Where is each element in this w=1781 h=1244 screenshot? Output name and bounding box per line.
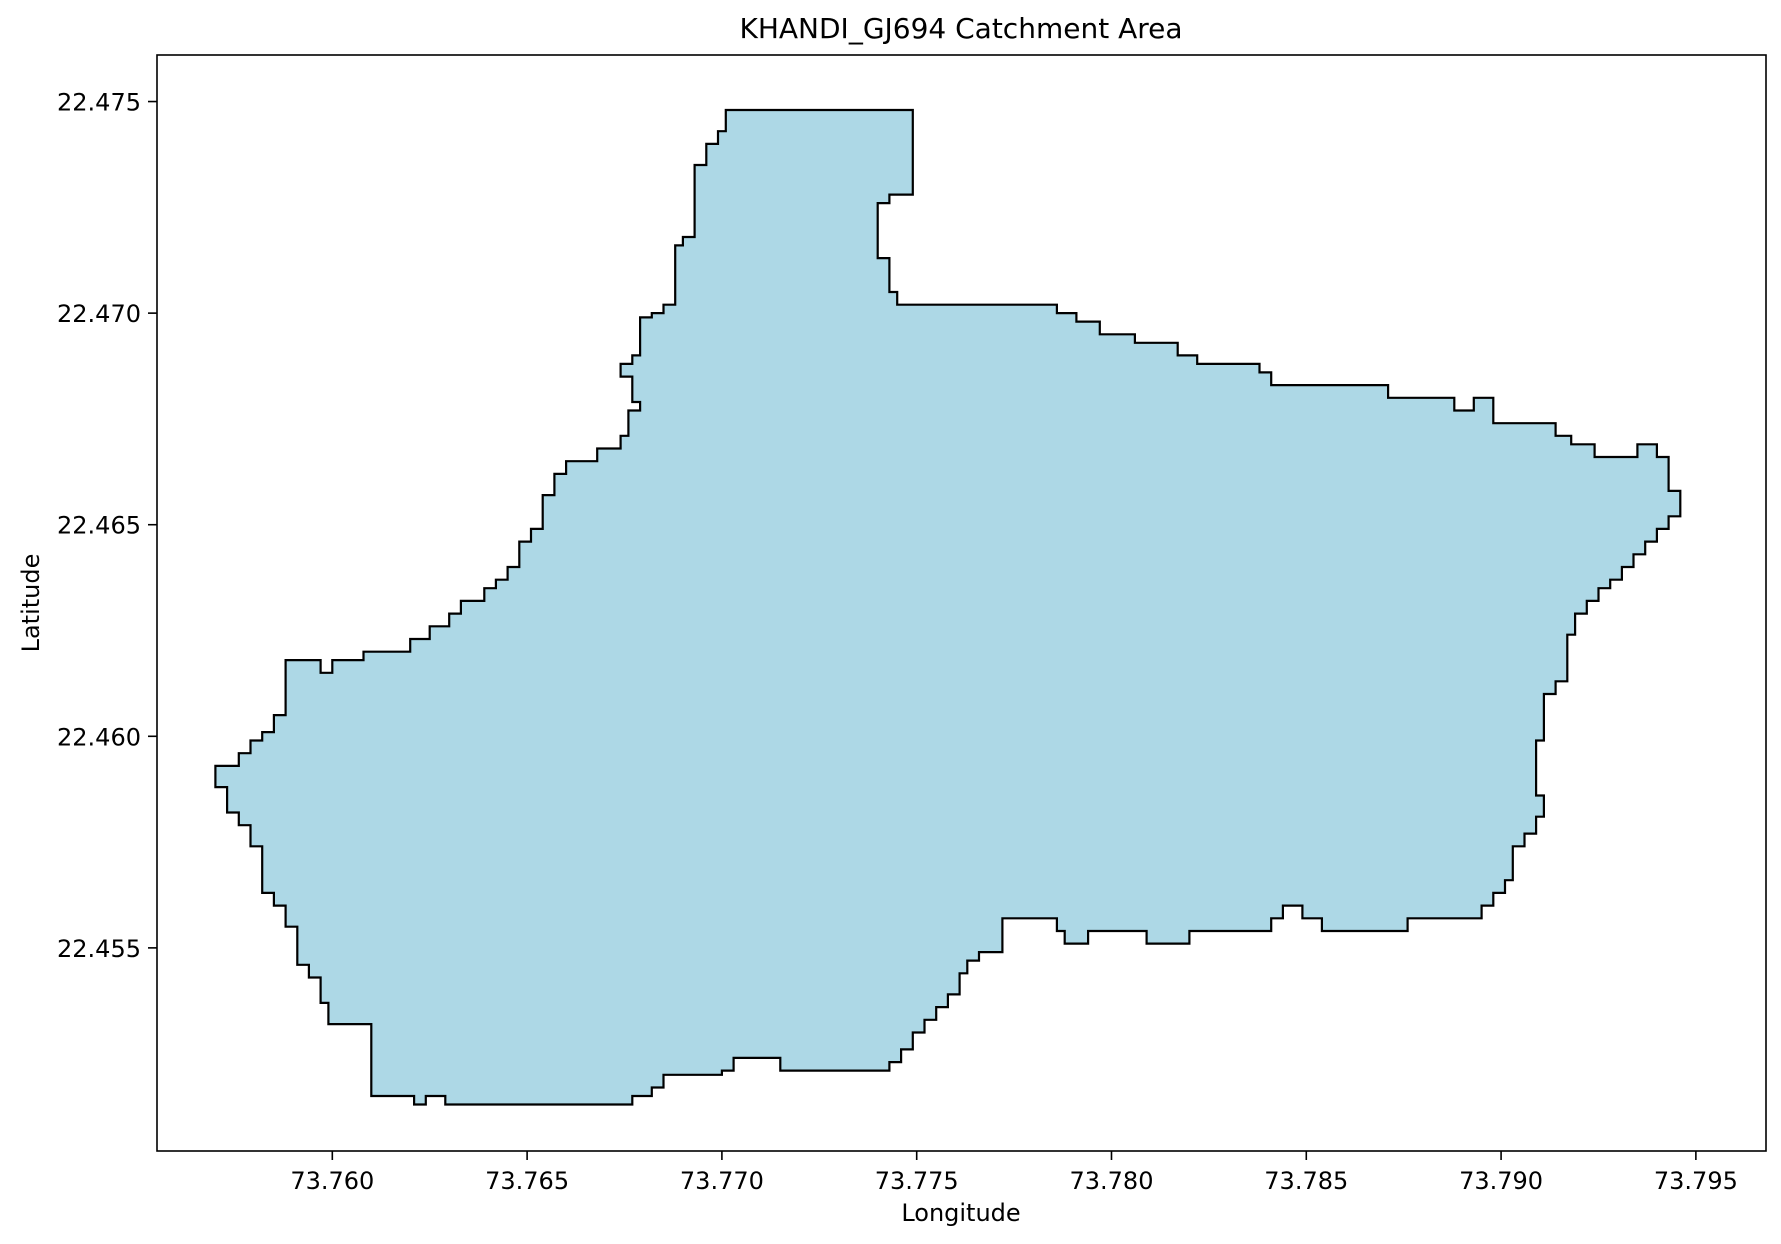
y-tick-label: 22.465 [57, 512, 141, 540]
x-tick-label: 73.765 [485, 1167, 569, 1195]
x-tick-label: 73.790 [1459, 1167, 1543, 1195]
y-axis: 22.455 22.460 22.465 22.470 22.475 [57, 89, 157, 963]
x-tick-label: 73.785 [1264, 1167, 1348, 1195]
x-axis-label: Longitude [901, 1199, 1020, 1227]
y-tick-label: 22.475 [57, 89, 141, 117]
x-axis: 73.760 73.765 73.770 73.775 73.780 73.785 73.7… [290, 1151, 1738, 1195]
x-tick-label: 73.770 [680, 1167, 764, 1195]
y-tick-label: 22.460 [57, 723, 141, 751]
x-tick-label: 73.775 [875, 1167, 959, 1195]
catchment-polygon [214, 108, 1682, 1106]
y-tick-label: 22.455 [57, 935, 141, 963]
plot-frame [156, 54, 1767, 1152]
map-title: KHANDI_GJ694 Catchment Area [739, 12, 1182, 45]
x-tick-label: 73.780 [1069, 1167, 1153, 1195]
y-tick-label: 22.470 [57, 300, 141, 328]
x-tick-label: 73.795 [1654, 1167, 1738, 1195]
x-tick-label: 73.760 [290, 1167, 374, 1195]
y-axis-label: Latitude [17, 554, 45, 653]
